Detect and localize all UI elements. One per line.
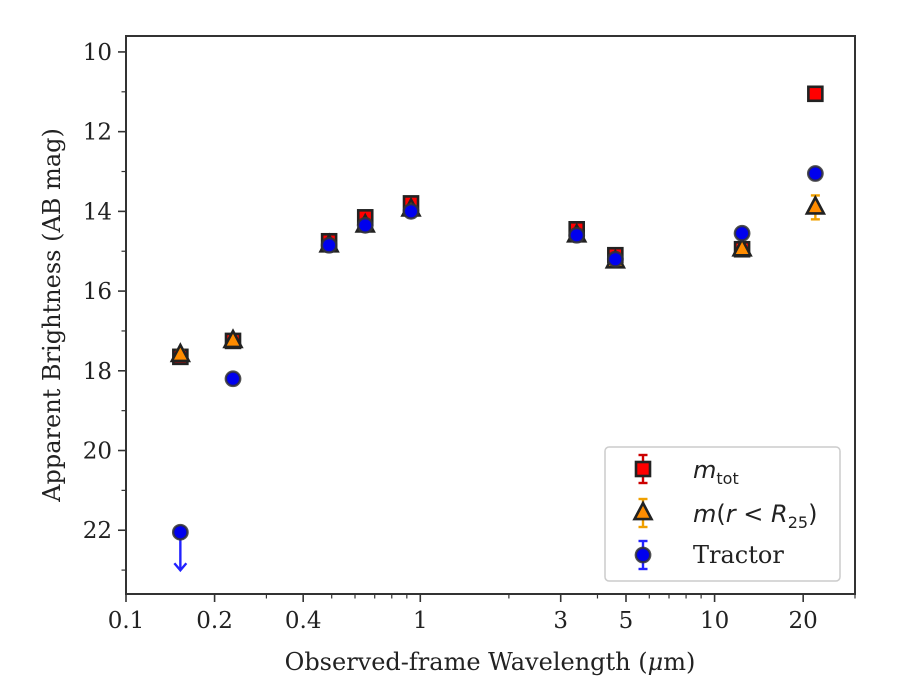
data-point-tractor [402, 202, 420, 220]
data-point-tractor [733, 224, 751, 242]
legend-symbol [634, 546, 652, 564]
data-point-tractor [356, 216, 374, 234]
data-point-tractor [171, 523, 189, 541]
y-tick-label: 10 [83, 40, 112, 66]
data-point-tractor [806, 165, 824, 182]
x-tick-label: 0.2 [196, 608, 233, 634]
axis-tick-labels: 0.1 0.2 0.4 1 3 5 10 20 10 12 14 16 18 20 22 [83, 40, 818, 634]
y-tick-label: 22 [83, 518, 112, 544]
x-axis-label: Observed-frame Wavelength (μm) [285, 648, 696, 676]
data-point-tractor [320, 236, 338, 254]
data-marks [169, 85, 827, 573]
data-point-tractor [224, 370, 242, 388]
x-tick-label: 10 [700, 608, 729, 634]
y-axis-label: Apparent Brightness (AB mag) [38, 128, 66, 503]
data-point-tractor [568, 226, 586, 244]
legend: mtot m(r < R25) Tractor [604, 446, 841, 582]
upper-limit-arrowhead [173, 562, 188, 573]
x-tick-label: 3 [553, 608, 568, 634]
y-tick-label: 20 [83, 439, 112, 465]
y-tick-label: 14 [83, 199, 112, 225]
x-tick-label: 20 [789, 608, 818, 634]
x-tick-label: 5 [619, 608, 634, 634]
legend-label-mr25: m(r < R25) [693, 500, 817, 532]
data-point-mr25 [804, 194, 827, 215]
x-tick-label: 0.4 [285, 608, 322, 634]
data-point-mr25 [731, 236, 753, 257]
legend-marker-mtot [634, 453, 652, 485]
legend-marker-tractor [634, 539, 652, 571]
axis-ticks [118, 51, 856, 602]
data-point-mtot [807, 85, 824, 103]
y-tick-label: 12 [83, 120, 112, 146]
data-point-mr25 [222, 328, 244, 349]
plot-area [125, 35, 856, 595]
legend-box [604, 446, 841, 582]
data-point-mr25 [169, 342, 192, 363]
legend-label-mtot: mtot [693, 456, 739, 488]
legend-symbol [632, 500, 654, 521]
legend-symbol [634, 460, 652, 478]
x-tick-label: 0.1 [108, 608, 145, 634]
legend-marker-mr25 [632, 497, 654, 529]
series-tractor [171, 165, 824, 573]
x-tick-label: 1 [413, 608, 428, 634]
y-tick-label: 18 [83, 359, 112, 385]
legend-label-tractor: Tractor [693, 541, 784, 569]
y-tick-label: 16 [83, 279, 112, 305]
data-point-tractor [606, 250, 624, 268]
